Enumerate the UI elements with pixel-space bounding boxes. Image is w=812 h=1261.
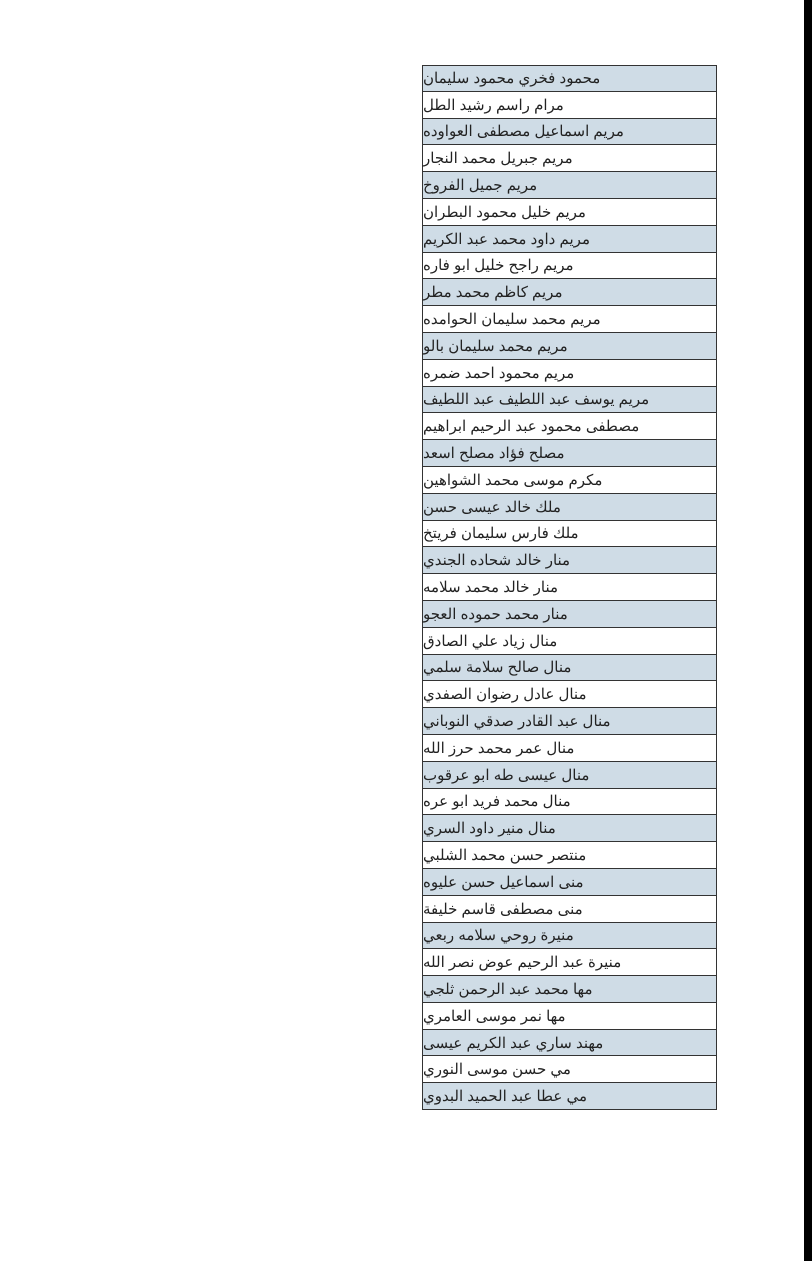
name-cell: منى مصطفى قاسم خليفة — [423, 900, 583, 918]
name-cell: منتصر حسن محمد الشلبي — [423, 846, 586, 864]
table-row: مهند ساري عبد الكريم عيسى — [422, 1030, 717, 1057]
name-cell: محمود فخري محمود سليمان — [423, 69, 600, 87]
table-row: مريم محمد سليمان بالو — [422, 333, 717, 360]
table-row: مريم كاظم محمد مطر — [422, 279, 717, 306]
name-cell: مريم جميل الفروخ — [423, 176, 537, 194]
name-cell: مريم داود محمد عبد الكريم — [423, 230, 590, 248]
name-cell: مريم جبريل محمد النجار — [423, 149, 573, 167]
name-cell: منيرة روحي سلامه ربعي — [423, 926, 574, 944]
name-cell: مهند ساري عبد الكريم عيسى — [423, 1034, 603, 1052]
table-row: منار خالد شحاده الجندي — [422, 547, 717, 574]
table-row: مريم محمد سليمان الحوامده — [422, 306, 717, 333]
table-row: ملك فارس سليمان فريتخ — [422, 521, 717, 548]
name-cell: مريم خليل محمود البطران — [423, 203, 586, 221]
table-row: منى مصطفى قاسم خليفة — [422, 896, 717, 923]
name-cell: مريم محمد سليمان بالو — [423, 337, 568, 355]
table-row: مريم يوسف عبد اللطيف عبد اللطيف — [422, 387, 717, 414]
table-row: منى اسماعيل حسن عليوه — [422, 869, 717, 896]
table-row: مريم جبريل محمد النجار — [422, 145, 717, 172]
table-row: منال محمد فريد ابو عره — [422, 789, 717, 816]
table-row: ملك خالد عيسى حسن — [422, 494, 717, 521]
name-cell: منال عبد القادر صدقي النوباني — [423, 712, 611, 730]
name-cell: مرام راسم رشيد الطل — [423, 96, 564, 114]
table-row: منتصر حسن محمد الشلبي — [422, 842, 717, 869]
name-cell: ملك خالد عيسى حسن — [423, 498, 561, 516]
name-cell: منار خالد محمد سلامه — [423, 578, 558, 596]
name-cell: مي حسن موسى النوري — [423, 1060, 571, 1078]
table-row: مريم داود محمد عبد الكريم — [422, 226, 717, 253]
table-row: منال عادل رضوان الصفدي — [422, 681, 717, 708]
name-cell: منال عيسى طه ابو عرقوب — [423, 766, 589, 784]
table-row: منال عمر محمد حرز الله — [422, 735, 717, 762]
page-right-edge — [804, 0, 812, 1261]
table-row: مصطفى محمود عبد الرحيم ابراهيم — [422, 413, 717, 440]
name-cell: منال عادل رضوان الصفدي — [423, 685, 587, 703]
name-cell: ملك فارس سليمان فريتخ — [423, 524, 579, 542]
name-cell: منيرة عبد الرحيم عوض نصر الله — [423, 953, 621, 971]
name-cell: مريم يوسف عبد اللطيف عبد اللطيف — [423, 390, 649, 408]
table-row: مكرم موسى محمد الشواهين — [422, 467, 717, 494]
table-row: منال منير داود السري — [422, 815, 717, 842]
name-cell: منار خالد شحاده الجندي — [423, 551, 570, 569]
table-row: مرام راسم رشيد الطل — [422, 92, 717, 119]
name-cell: مريم كاظم محمد مطر — [423, 283, 562, 301]
name-cell: مصطفى محمود عبد الرحيم ابراهيم — [423, 417, 639, 435]
names-table: محمود فخري محمود سليمان مرام راسم رشيد ال… — [422, 65, 717, 1110]
table-row: مريم جميل الفروخ — [422, 172, 717, 199]
name-cell: منال محمد فريد ابو عره — [423, 792, 571, 810]
name-cell: مريم محمد سليمان الحوامده — [423, 310, 601, 328]
name-cell: مكرم موسى محمد الشواهين — [423, 471, 602, 489]
table-row: مصلح فؤاد مصلح اسعد — [422, 440, 717, 467]
table-row: مي حسن موسى النوري — [422, 1056, 717, 1083]
table-row: مريم اسماعيل مصطفى العواوده — [422, 119, 717, 146]
name-cell: منال زياد علي الصادق — [423, 632, 557, 650]
name-cell: مي عطا عبد الحميد البدوي — [423, 1087, 587, 1105]
table-row: مريم خليل محمود البطران — [422, 199, 717, 226]
table-row: مريم راجح خليل ابو فاره — [422, 253, 717, 280]
table-row: منيرة روحي سلامه ربعي — [422, 923, 717, 950]
table-row: منال عيسى طه ابو عرقوب — [422, 762, 717, 789]
name-cell: مها نمر موسى العامري — [423, 1007, 566, 1025]
table-row: منار خالد محمد سلامه — [422, 574, 717, 601]
table-row: منال عبد القادر صدقي النوباني — [422, 708, 717, 735]
name-cell: منال منير داود السري — [423, 819, 556, 837]
name-cell: مها محمد عبد الرحمن ثلجي — [423, 980, 593, 998]
name-cell: مريم اسماعيل مصطفى العواوده — [423, 122, 624, 140]
name-cell: منال عمر محمد حرز الله — [423, 739, 574, 757]
table-row: مها نمر موسى العامري — [422, 1003, 717, 1030]
table-row: منار محمد حموده العجو — [422, 601, 717, 628]
name-cell: مصلح فؤاد مصلح اسعد — [423, 444, 565, 462]
table-row: منال زياد علي الصادق — [422, 628, 717, 655]
table-row: مي عطا عبد الحميد البدوي — [422, 1083, 717, 1110]
table-row: مريم محمود احمد ضمره — [422, 360, 717, 387]
name-cell: منار محمد حموده العجو — [423, 605, 568, 623]
table-row: محمود فخري محمود سليمان — [422, 65, 717, 92]
table-row: منال صالح سلامة سلمي — [422, 655, 717, 682]
name-cell: مريم راجح خليل ابو فاره — [423, 256, 574, 274]
table-row: مها محمد عبد الرحمن ثلجي — [422, 976, 717, 1003]
table-row: منيرة عبد الرحيم عوض نصر الله — [422, 949, 717, 976]
name-cell: مريم محمود احمد ضمره — [423, 364, 574, 382]
name-cell: منى اسماعيل حسن عليوه — [423, 873, 584, 891]
name-cell: منال صالح سلامة سلمي — [423, 658, 571, 676]
